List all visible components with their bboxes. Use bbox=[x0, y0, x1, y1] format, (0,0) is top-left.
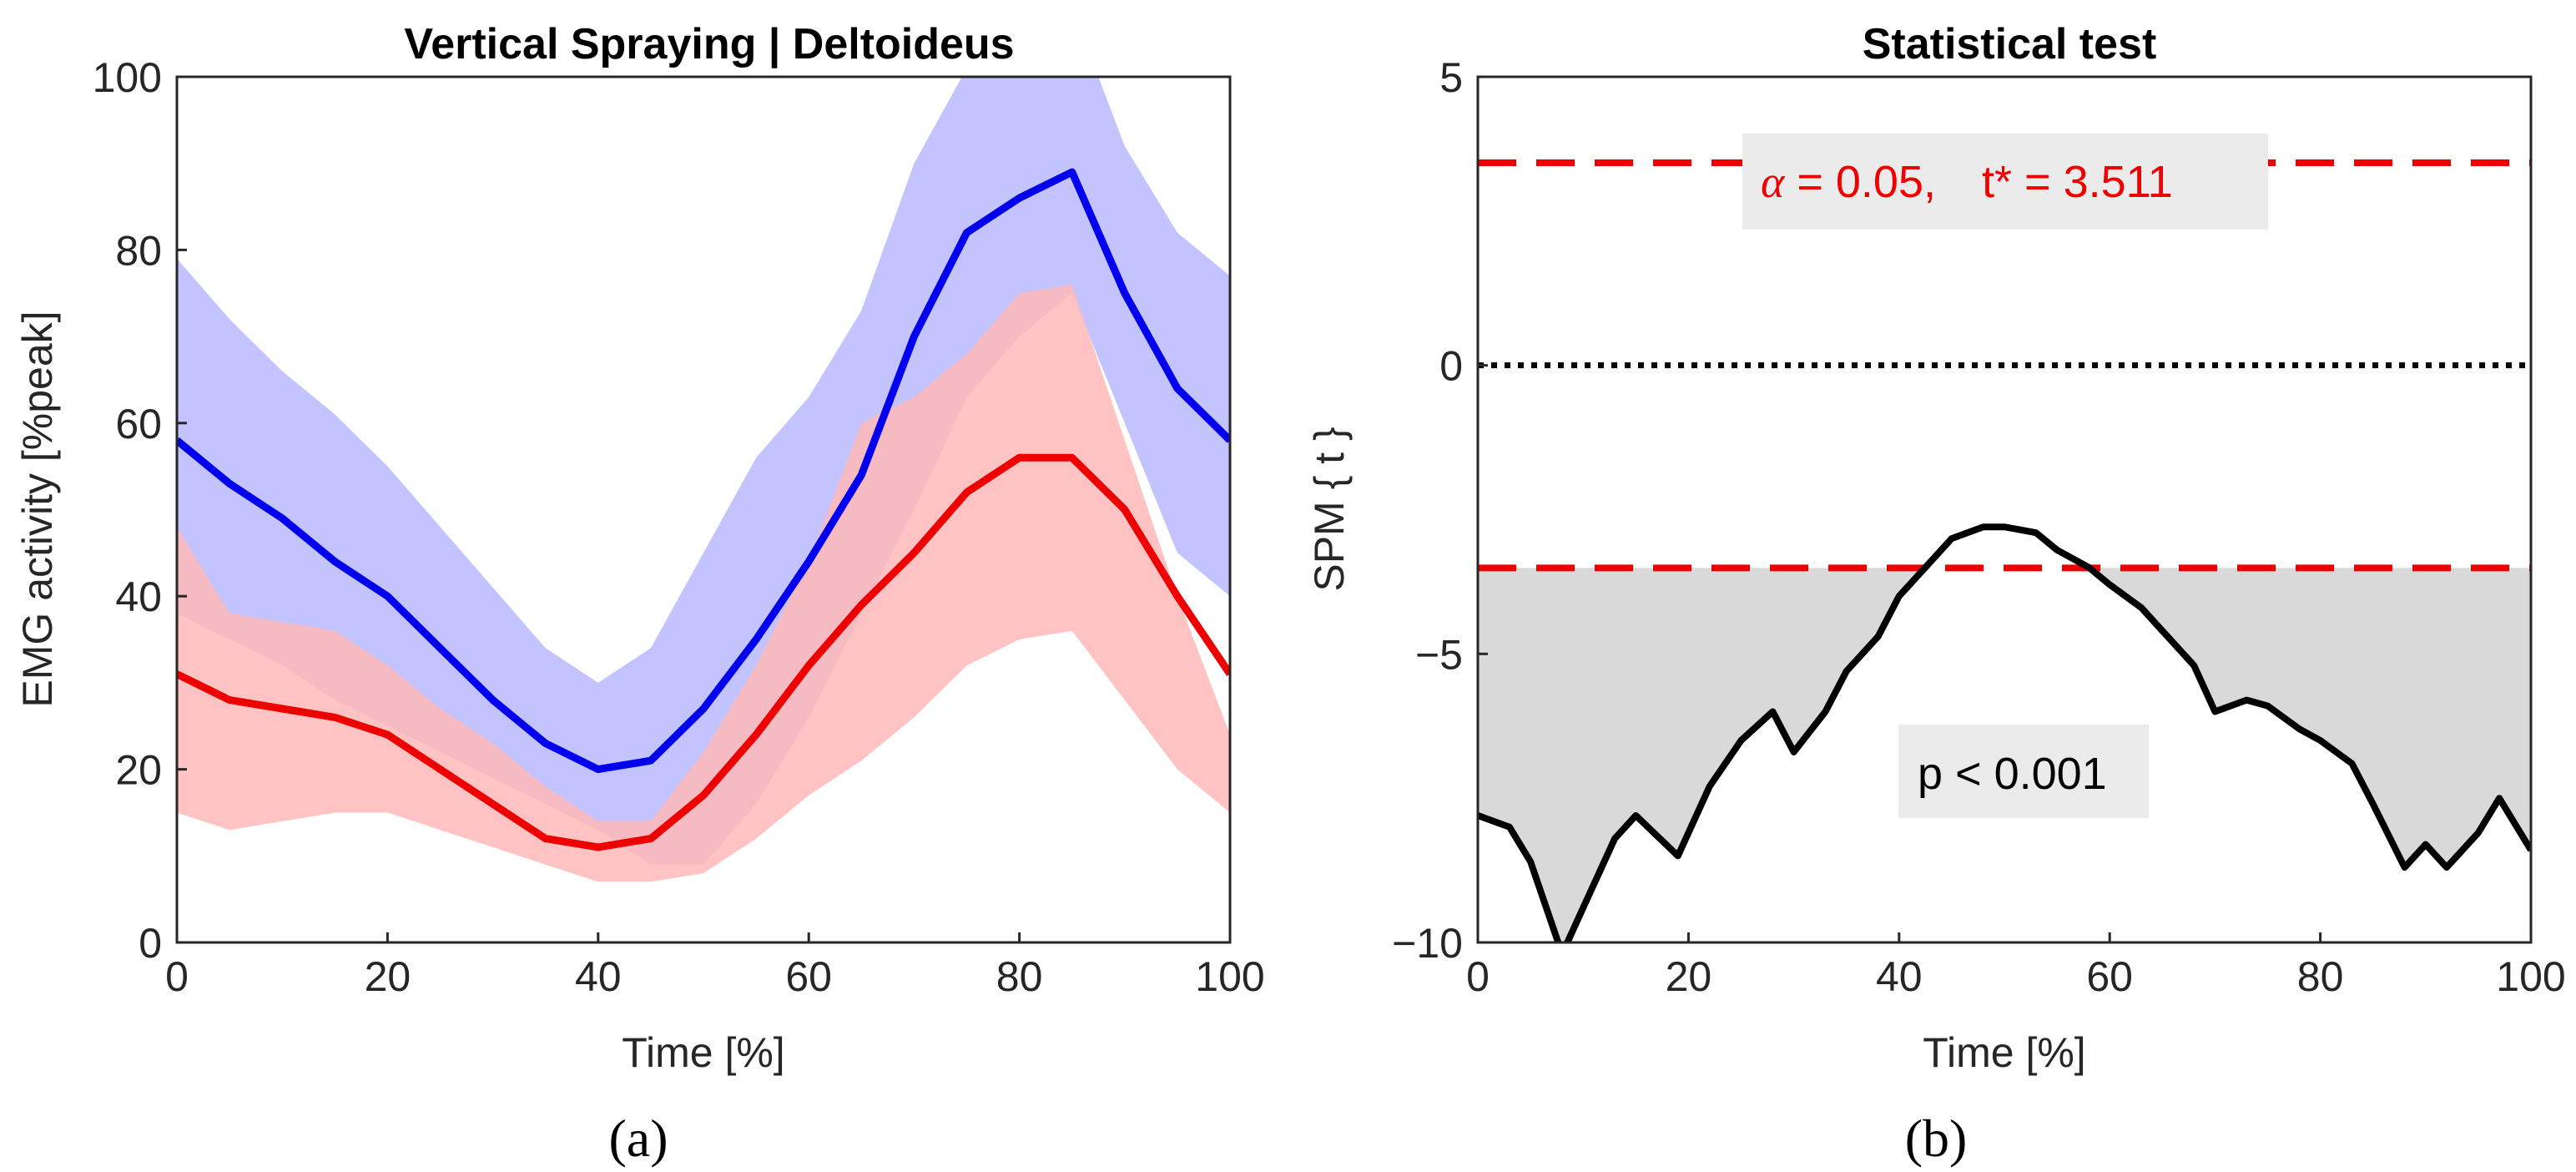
series-0-sd-band bbox=[177, 77, 1230, 865]
panel-b-y-axis-label: SPM { t } bbox=[1306, 427, 1353, 591]
panel-b-plot-area bbox=[1478, 159, 2531, 942]
y-tick-label: 80 bbox=[115, 227, 162, 274]
panel-b-caption: (b) bbox=[1905, 1109, 1968, 1168]
x-tick-label: 100 bbox=[2496, 953, 2565, 1000]
panel-a-plot-area bbox=[177, 77, 1230, 882]
x-tick-label: 60 bbox=[785, 953, 832, 1000]
series-1-mean-line bbox=[177, 453, 1230, 851]
alpha-symbol: α bbox=[1761, 157, 1786, 207]
y-tick-label: 0 bbox=[1439, 343, 1463, 390]
x-tick-label: 40 bbox=[575, 953, 622, 1000]
p-value-label: p < 0.001 bbox=[1918, 749, 2107, 799]
y-tick-label: −10 bbox=[1392, 920, 1463, 967]
panel-a-x-axis-label: Time [%] bbox=[622, 1029, 784, 1076]
panel-a-caption: (a) bbox=[608, 1109, 668, 1168]
panel-a-x-tick-labels: 0 20 40 60 80 100 bbox=[165, 932, 1265, 1000]
y-tick-label: 5 bbox=[1439, 54, 1463, 101]
y-tick-label: −5 bbox=[1415, 631, 1463, 678]
panel-b-spm-chart: Statistical test 0 20 40 60 80 100 5 0 −5 −10 Ti… bbox=[1306, 20, 2566, 1168]
panel-b-title: Statistical test bbox=[1863, 20, 2157, 68]
x-tick-label: 80 bbox=[2297, 953, 2344, 1000]
y-tick-label: 60 bbox=[115, 401, 162, 447]
p-value-box bbox=[1898, 725, 2149, 818]
panel-a-axes-box bbox=[175, 75, 1232, 944]
threshold-annotation: α = 0.05, t* = 3.511 bbox=[1761, 157, 2173, 207]
x-tick-label: 20 bbox=[1666, 953, 1712, 1000]
x-tick-label: 60 bbox=[2086, 953, 2133, 1000]
series-1-sd-band bbox=[177, 284, 1230, 882]
spm-t-curve bbox=[1478, 523, 2531, 942]
x-tick-label: 80 bbox=[996, 953, 1043, 1000]
panel-a-y-axis-label: EMG activity [%peak] bbox=[14, 311, 61, 707]
y-tick-label: 20 bbox=[115, 747, 162, 794]
x-tick-label: 0 bbox=[165, 953, 189, 1000]
x-tick-label: 20 bbox=[365, 953, 411, 1000]
x-tick-label: 40 bbox=[1876, 953, 1923, 1000]
series-0-mean-line bbox=[177, 168, 1230, 774]
y-tick-label: 100 bbox=[93, 54, 162, 101]
x-tick-label: 0 bbox=[1466, 953, 1490, 1000]
panel-a-emg-chart: Vertical Spraying | Deltoideus 0 20 40 60 80… bbox=[14, 20, 1265, 1168]
t-star-value: t* = 3.511 bbox=[1982, 157, 2173, 207]
panel-b-x-axis-label: Time [%] bbox=[1923, 1029, 2085, 1076]
y-tick-label: 0 bbox=[139, 920, 162, 967]
significance-cluster-shading bbox=[1478, 568, 2531, 942]
panel-b-x-tick-labels: 0 20 40 60 80 100 bbox=[1466, 932, 2566, 1000]
x-tick-label: 100 bbox=[1195, 953, 1264, 1000]
alpha-value: = 0.05, bbox=[1784, 157, 1936, 207]
y-tick-label: 40 bbox=[115, 573, 162, 620]
panel-a-title: Vertical Spraying | Deltoideus bbox=[404, 20, 1014, 68]
panel-b-y-tick-labels: 5 0 −5 −10 bbox=[1392, 54, 1488, 967]
threshold-annotation-box bbox=[1742, 134, 2268, 230]
panel-a-y-tick-labels: 0 20 40 60 80 100 bbox=[93, 54, 187, 967]
panel-b-axes-box bbox=[1476, 75, 2533, 944]
